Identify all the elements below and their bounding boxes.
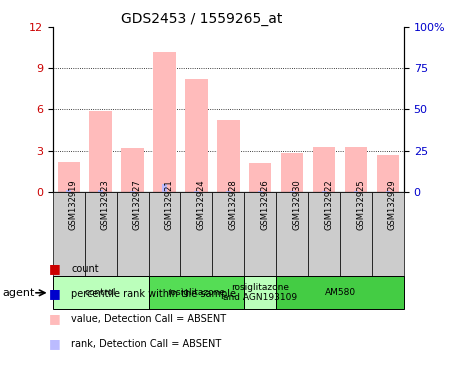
- Bar: [322, 191, 326, 192]
- Text: count: count: [71, 264, 99, 274]
- Text: GSM132928: GSM132928: [229, 179, 237, 230]
- Bar: [153, 52, 176, 192]
- Bar: [194, 191, 199, 192]
- Bar: [258, 191, 263, 192]
- Bar: [313, 147, 335, 192]
- Text: GSM132926: GSM132926: [260, 179, 269, 230]
- Bar: [226, 190, 231, 192]
- Bar: [85, 192, 117, 276]
- Text: GSM132929: GSM132929: [388, 179, 397, 230]
- Bar: [117, 192, 149, 276]
- Text: GSM132922: GSM132922: [324, 179, 333, 230]
- Text: ■: ■: [49, 312, 61, 325]
- Bar: [122, 148, 144, 192]
- Bar: [276, 192, 308, 276]
- Bar: [149, 276, 244, 309]
- Text: agent: agent: [2, 288, 35, 298]
- Bar: [130, 191, 135, 192]
- Bar: [185, 79, 207, 192]
- Bar: [244, 192, 276, 276]
- Bar: [372, 192, 404, 276]
- Bar: [377, 155, 399, 192]
- Text: ■: ■: [49, 262, 61, 275]
- Bar: [53, 276, 149, 309]
- Text: GSM132919: GSM132919: [69, 179, 78, 230]
- Text: control: control: [85, 288, 117, 297]
- Bar: [180, 192, 213, 276]
- Text: rosiglitazone
and AGN193109: rosiglitazone and AGN193109: [223, 283, 297, 303]
- Bar: [386, 191, 390, 192]
- Bar: [98, 190, 103, 192]
- Text: GSM132923: GSM132923: [101, 179, 110, 230]
- Bar: [67, 190, 71, 192]
- Bar: [276, 276, 404, 309]
- Bar: [149, 192, 180, 276]
- Bar: [217, 121, 240, 192]
- Text: GSM132925: GSM132925: [356, 179, 365, 230]
- Text: rank, Detection Call = ABSENT: rank, Detection Call = ABSENT: [71, 339, 221, 349]
- Bar: [90, 111, 112, 192]
- Text: ■: ■: [49, 337, 61, 350]
- Text: GSM132927: GSM132927: [133, 179, 141, 230]
- Bar: [244, 276, 276, 309]
- Bar: [53, 192, 85, 276]
- Bar: [281, 154, 303, 192]
- Text: percentile rank within the sample: percentile rank within the sample: [71, 289, 236, 299]
- Bar: [162, 184, 167, 192]
- Bar: [290, 190, 295, 192]
- Text: ■: ■: [49, 287, 61, 300]
- Bar: [353, 191, 358, 192]
- Bar: [213, 192, 244, 276]
- Text: rosiglitazone: rosiglitazone: [168, 288, 225, 297]
- Text: AM580: AM580: [325, 288, 356, 297]
- Text: GSM132924: GSM132924: [196, 179, 206, 230]
- Bar: [57, 162, 80, 192]
- Bar: [345, 147, 367, 192]
- Bar: [308, 192, 340, 276]
- Bar: [340, 192, 372, 276]
- Text: GSM132921: GSM132921: [164, 179, 174, 230]
- Text: GSM132930: GSM132930: [292, 179, 301, 230]
- Bar: [249, 163, 271, 192]
- Text: value, Detection Call = ABSENT: value, Detection Call = ABSENT: [71, 314, 226, 324]
- Text: GDS2453 / 1559265_at: GDS2453 / 1559265_at: [121, 12, 283, 25]
